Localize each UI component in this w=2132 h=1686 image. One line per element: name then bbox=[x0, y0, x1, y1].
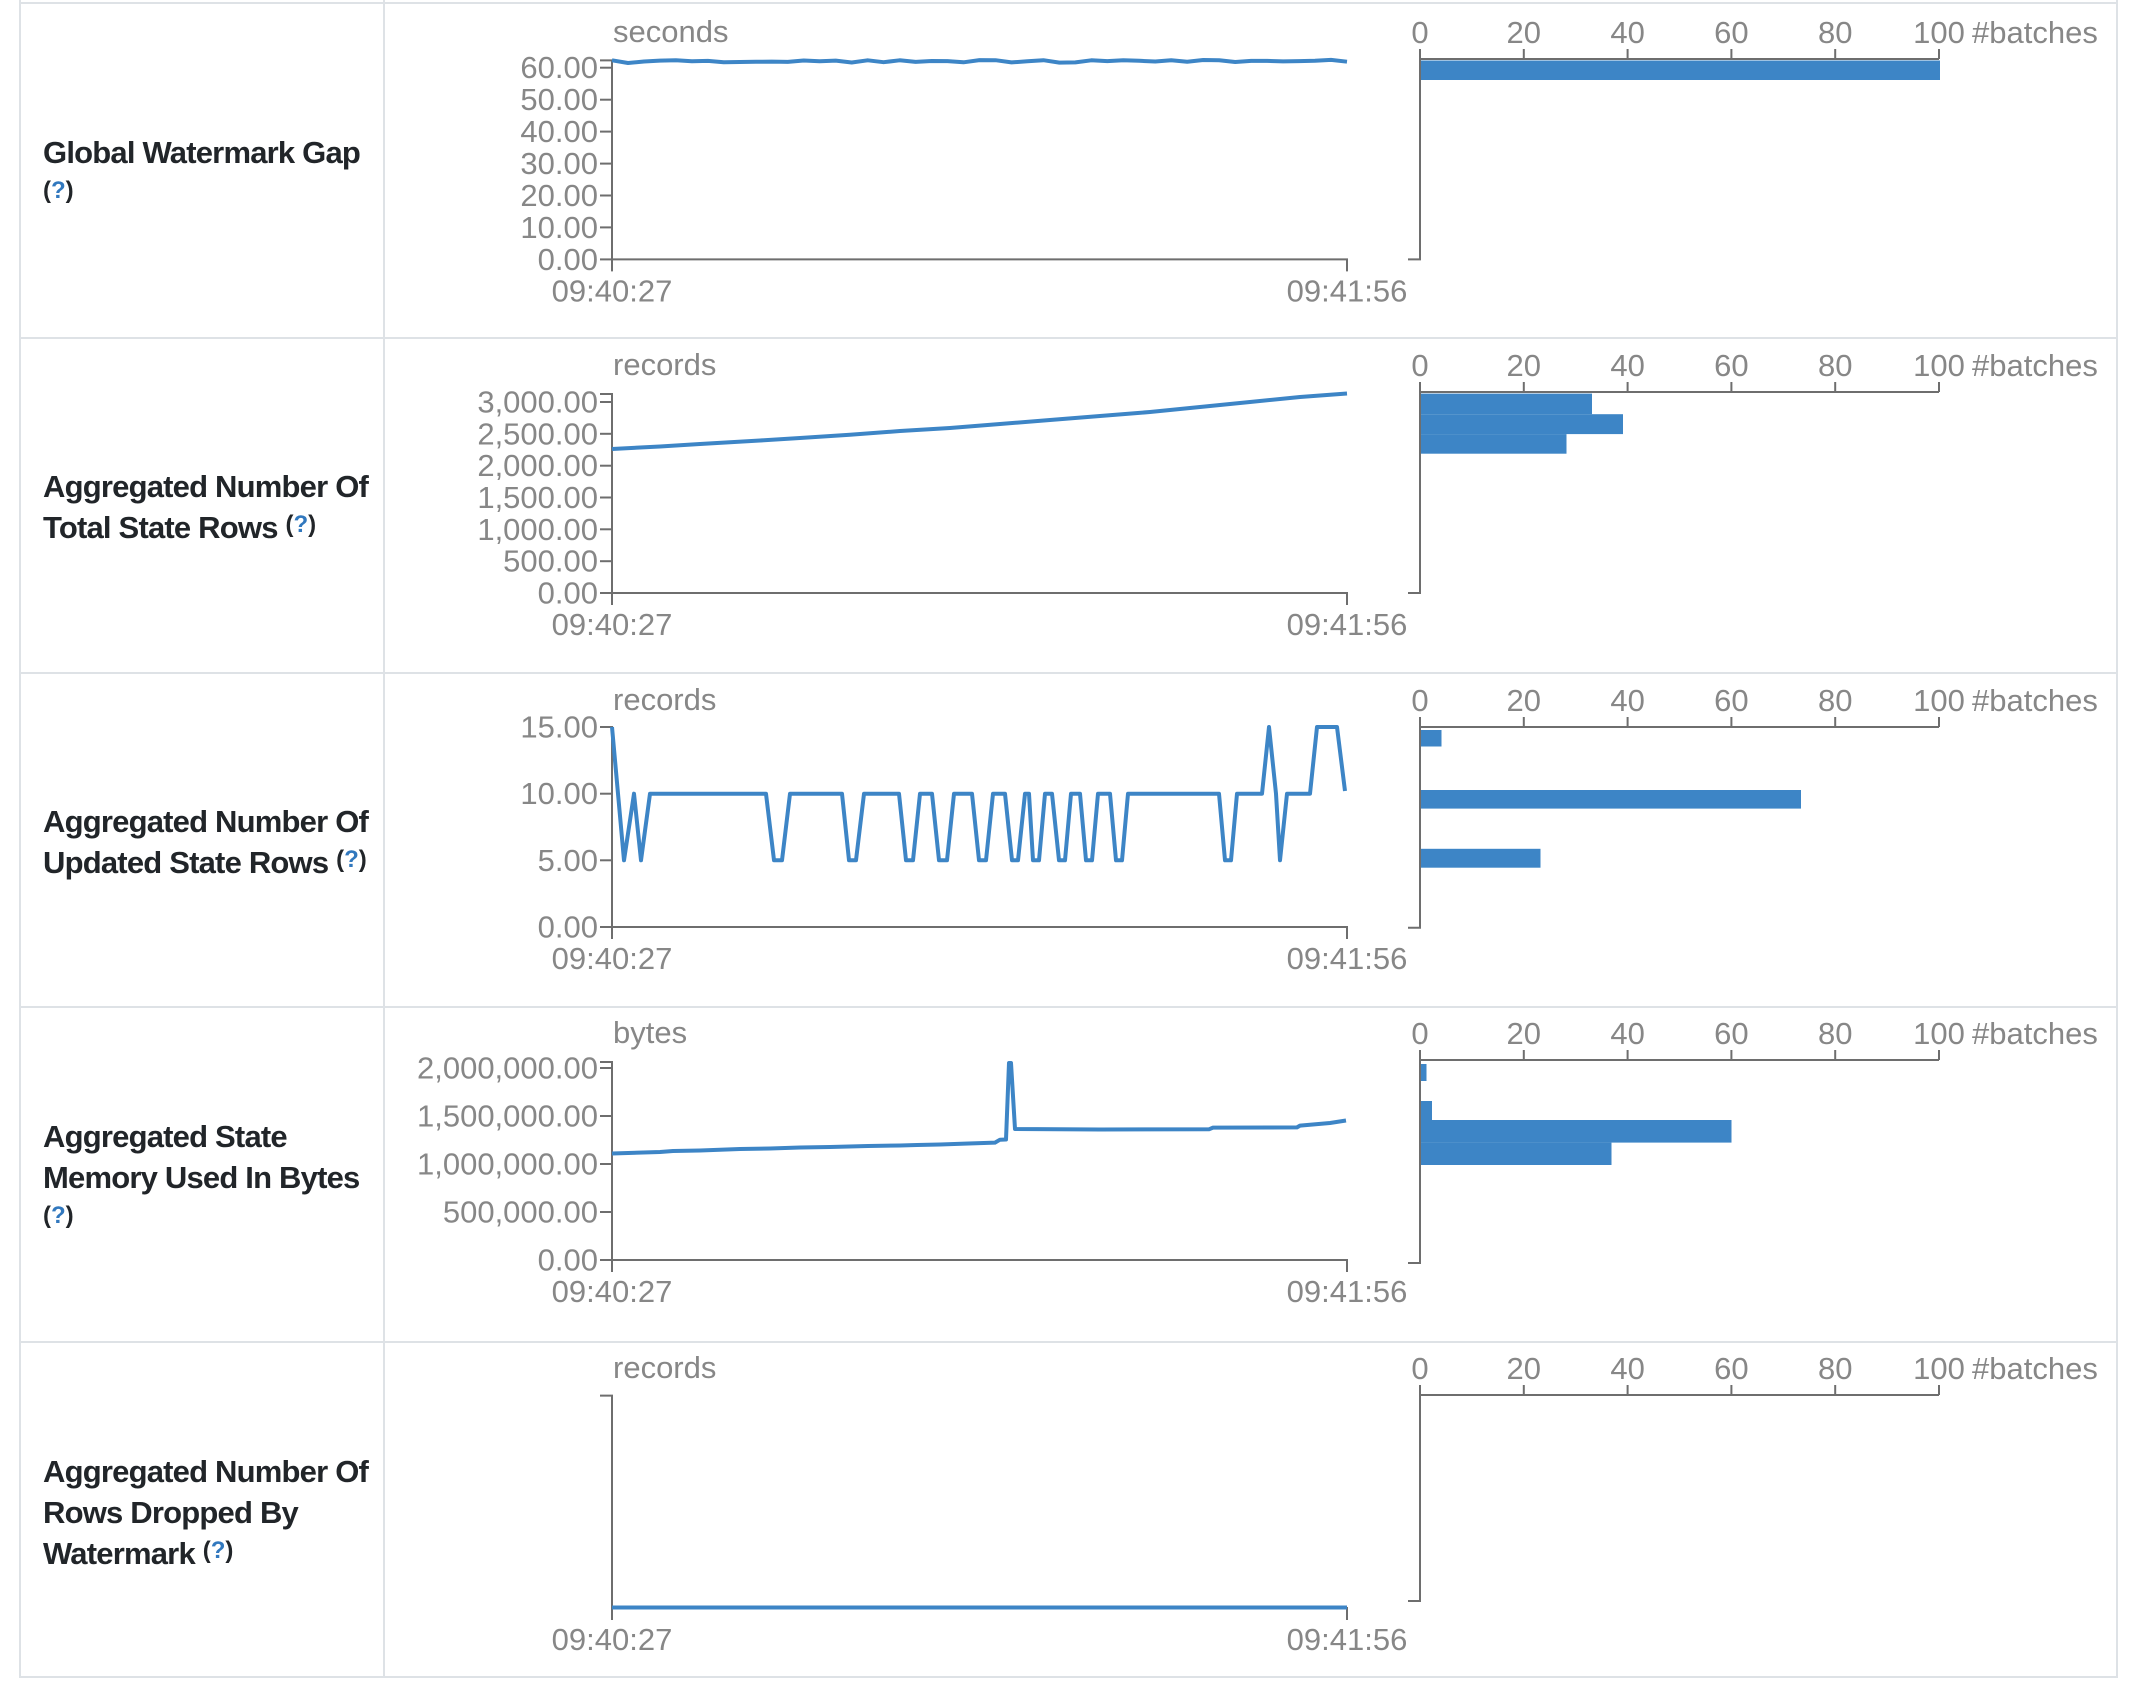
svg-text:1,500,000.00: 1,500,000.00 bbox=[417, 1099, 598, 1134]
svg-text:1,500.00: 1,500.00 bbox=[477, 480, 598, 515]
svg-text:20: 20 bbox=[1507, 1016, 1541, 1051]
svg-text:100: 100 bbox=[1913, 15, 1965, 50]
svg-text:0: 0 bbox=[1411, 1016, 1428, 1051]
svg-text:100: 100 bbox=[1913, 1351, 1965, 1386]
svg-text:#batches: #batches bbox=[1972, 1016, 2098, 1051]
svg-text:#batches: #batches bbox=[1972, 683, 2098, 718]
svg-text:09:41:56: 09:41:56 bbox=[1287, 1622, 1408, 1657]
svg-text:0.00: 0.00 bbox=[538, 242, 598, 277]
svg-text:80: 80 bbox=[1818, 683, 1852, 718]
svg-text:1,000.00: 1,000.00 bbox=[477, 512, 598, 547]
svg-text:0: 0 bbox=[1411, 15, 1428, 50]
svg-text:5.00: 5.00 bbox=[538, 843, 598, 878]
svg-text:80: 80 bbox=[1818, 348, 1852, 383]
svg-text:09:41:56: 09:41:56 bbox=[1287, 273, 1408, 308]
svg-text:80: 80 bbox=[1818, 1351, 1852, 1386]
svg-text:60: 60 bbox=[1714, 15, 1748, 50]
svg-text:0: 0 bbox=[1411, 1351, 1428, 1386]
svg-text:records: records bbox=[613, 1350, 716, 1385]
svg-text:09:40:27: 09:40:27 bbox=[552, 607, 673, 642]
svg-text:10.00: 10.00 bbox=[520, 776, 598, 811]
svg-text:2,000.00: 2,000.00 bbox=[477, 448, 598, 483]
svg-text:40.00: 40.00 bbox=[520, 114, 598, 149]
svg-text:60: 60 bbox=[1714, 1351, 1748, 1386]
svg-text:09:41:56: 09:41:56 bbox=[1287, 941, 1408, 976]
svg-text:09:40:27: 09:40:27 bbox=[552, 273, 673, 308]
svg-text:20: 20 bbox=[1507, 1351, 1541, 1386]
svg-text:09:41:56: 09:41:56 bbox=[1287, 607, 1408, 642]
svg-text:records: records bbox=[613, 682, 716, 717]
svg-text:60.00: 60.00 bbox=[520, 50, 598, 85]
svg-text:seconds: seconds bbox=[613, 14, 728, 49]
svg-text:#batches: #batches bbox=[1972, 348, 2098, 383]
svg-text:50.00: 50.00 bbox=[520, 82, 598, 117]
svg-text:80: 80 bbox=[1818, 1016, 1852, 1051]
svg-text:100: 100 bbox=[1913, 348, 1965, 383]
svg-text:1,000,000.00: 1,000,000.00 bbox=[417, 1147, 598, 1182]
svg-text:40: 40 bbox=[1610, 1351, 1644, 1386]
svg-text:20: 20 bbox=[1507, 15, 1541, 50]
svg-text:0.00: 0.00 bbox=[538, 910, 598, 945]
svg-text:100: 100 bbox=[1913, 1016, 1965, 1051]
svg-text:500.00: 500.00 bbox=[503, 544, 598, 579]
svg-text:15.00: 15.00 bbox=[520, 710, 598, 745]
svg-text:500,000.00: 500,000.00 bbox=[443, 1195, 598, 1230]
svg-text:60: 60 bbox=[1714, 683, 1748, 718]
svg-text:09:40:27: 09:40:27 bbox=[552, 1622, 673, 1657]
svg-text:80: 80 bbox=[1818, 15, 1852, 50]
svg-text:3,000.00: 3,000.00 bbox=[477, 385, 598, 420]
svg-text:0.00: 0.00 bbox=[538, 1243, 598, 1278]
svg-text:0: 0 bbox=[1411, 683, 1428, 718]
svg-text:30.00: 30.00 bbox=[520, 146, 598, 181]
svg-text:10.00: 10.00 bbox=[520, 210, 598, 245]
svg-text:40: 40 bbox=[1610, 1016, 1644, 1051]
svg-text:40: 40 bbox=[1610, 683, 1644, 718]
svg-text:09:41:56: 09:41:56 bbox=[1287, 1274, 1408, 1309]
svg-text:09:40:27: 09:40:27 bbox=[552, 941, 673, 976]
svg-text:#batches: #batches bbox=[1972, 15, 2098, 50]
svg-text:20.00: 20.00 bbox=[520, 178, 598, 213]
svg-text:20: 20 bbox=[1507, 683, 1541, 718]
svg-text:2,000,000.00: 2,000,000.00 bbox=[417, 1051, 598, 1086]
svg-text:60: 60 bbox=[1714, 1016, 1748, 1051]
svg-text:#batches: #batches bbox=[1972, 1351, 2098, 1386]
svg-text:40: 40 bbox=[1610, 15, 1644, 50]
svg-text:09:40:27: 09:40:27 bbox=[552, 1274, 673, 1309]
svg-text:bytes: bytes bbox=[613, 1015, 687, 1050]
svg-text:2,500.00: 2,500.00 bbox=[477, 416, 598, 451]
svg-text:20: 20 bbox=[1507, 348, 1541, 383]
svg-text:records: records bbox=[613, 347, 716, 382]
svg-text:0.00: 0.00 bbox=[538, 576, 598, 611]
svg-text:100: 100 bbox=[1913, 683, 1965, 718]
svg-text:40: 40 bbox=[1610, 348, 1644, 383]
svg-text:60: 60 bbox=[1714, 348, 1748, 383]
svg-text:0: 0 bbox=[1411, 348, 1428, 383]
